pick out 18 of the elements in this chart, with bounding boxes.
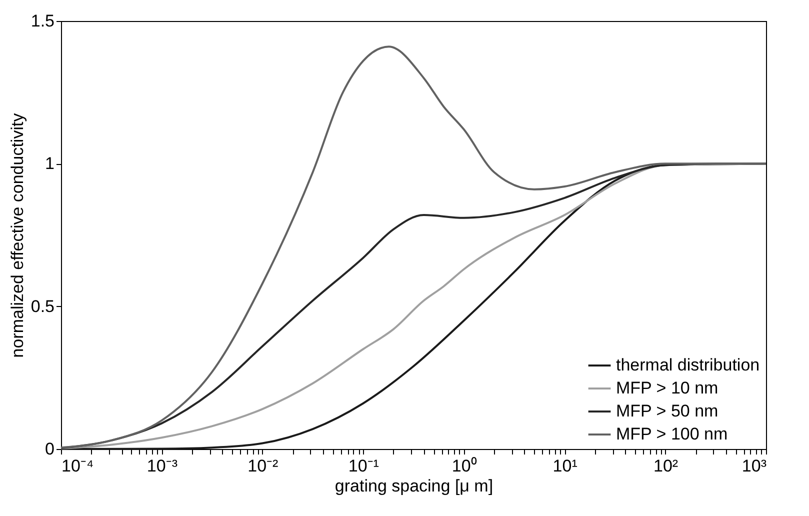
legend-label: MFP > 100 nm: [616, 424, 728, 444]
y-tick-label: 0: [45, 440, 54, 458]
y-tick-label: 1: [45, 154, 54, 174]
y-axis-title: normalized effective conductivity: [8, 112, 27, 358]
legend-label: MFP > 10 nm: [616, 378, 718, 398]
x-tick-label: 10⁻³: [146, 456, 178, 476]
legend-label: MFP > 50 nm: [616, 402, 718, 420]
x-tick-label: 10³: [742, 456, 767, 476]
legend-label: thermal distribution: [616, 356, 760, 374]
x-tick-label: 10⁰: [452, 456, 477, 476]
y-tick-label: 1.5: [30, 12, 54, 30]
x-tick-label: 10²: [653, 456, 678, 476]
x-tick-label: 10⁻²: [248, 456, 279, 476]
x-axis-title: grating spacing [μ m]: [334, 476, 494, 496]
x-tick-label: 10¹: [552, 456, 578, 476]
x-tick-label: 10⁻¹: [348, 456, 380, 476]
y-tick-label: 0.5: [30, 296, 54, 316]
x-tick-label: 10⁻⁴: [62, 456, 94, 476]
